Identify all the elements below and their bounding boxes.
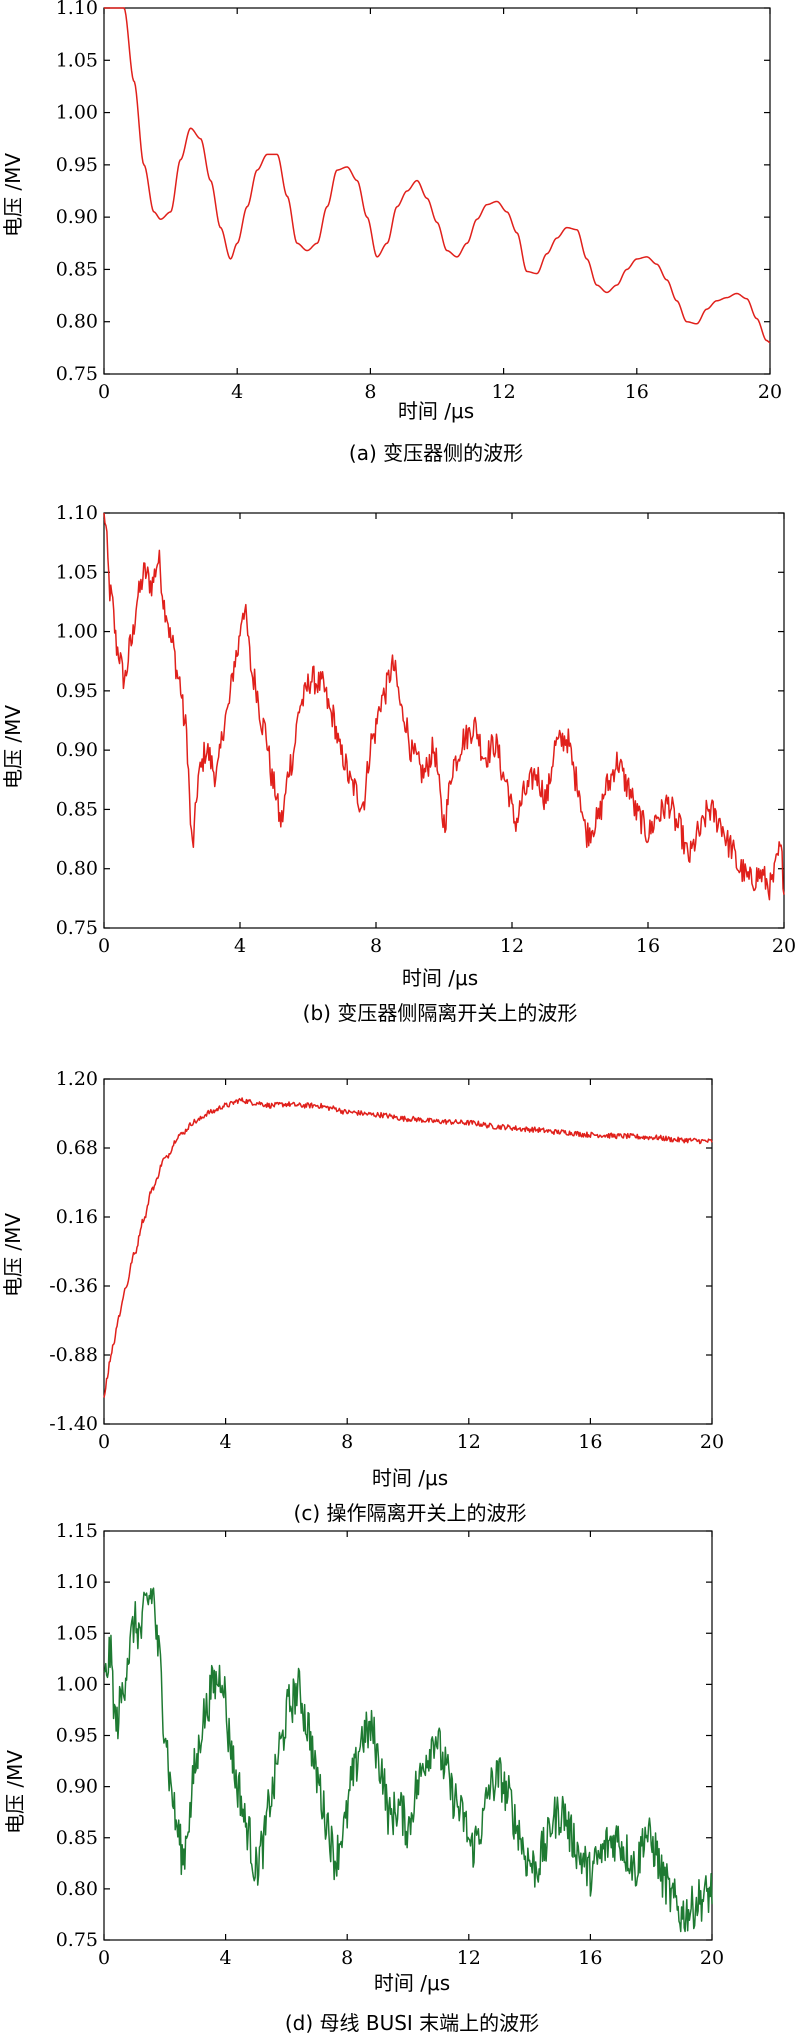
x-tick-label: 0: [98, 381, 110, 403]
x-tick-label: 16: [636, 935, 660, 957]
y-tick-label: 0.90: [56, 206, 98, 228]
y-tick-label: -1.40: [49, 1413, 98, 1435]
x-tick-label: 8: [341, 1431, 353, 1453]
x-tick-label: 20: [700, 1431, 724, 1453]
x-tick-label: 8: [370, 935, 382, 957]
ylabel-a: 电压 /MV: [1, 153, 25, 237]
series-line-c: [103, 1097, 713, 1398]
plot-b: 0 4 8 12 16 20 0.75 0.80 0.85 0.90 0.95 1.00 1.05 1.1…: [56, 502, 796, 957]
y-tick-label: 1.20: [56, 1068, 98, 1090]
plot-frame-a: [103, 7, 771, 375]
y-tick-label: 1.05: [56, 561, 98, 583]
y-tick-label: 0.90: [56, 1776, 98, 1798]
x-tick-label: 4: [220, 1947, 232, 1969]
y-tick-label: 0.75: [56, 1929, 98, 1951]
y-tick-label: 1.05: [56, 1622, 98, 1644]
ylabel-d: 电压 /MV: [3, 1750, 27, 1834]
y-tick-label: 1.00: [56, 621, 98, 643]
plot-a: 0 4 8 12 16 20 0.75 0.80 0.85 0.90 0.95 1.00 1.05 1.1…: [56, 0, 782, 403]
y-tick-label: -0.36: [49, 1275, 98, 1297]
plot-c: 0 4 8 12 16 20 -1.40 -0.88 -0.36 0.16 0.68 1.20: [49, 1068, 724, 1453]
x-tick-label: 0: [98, 1431, 110, 1453]
y-tick-label: 0.68: [56, 1137, 98, 1159]
plot-d: 0 4 8 12 16 20 0.75 0.80 0.85 0.90 0.95 1.00 1.05 1.1…: [56, 1520, 724, 1969]
y-tick-label: 0.95: [56, 154, 98, 176]
x-tick-label: 0: [98, 1947, 110, 1969]
plot-frame-b: [103, 512, 785, 929]
panel-d: 电压 /MV 时间 /μs (d) 母线 BUSI 末端上的波形: [3, 1750, 539, 2035]
x-tick-label: 12: [492, 381, 516, 403]
y-tick-label: 0.85: [56, 1827, 98, 1849]
x-tick-label: 12: [457, 1947, 481, 1969]
x-tick-label: 12: [457, 1431, 481, 1453]
panel-c: 电压 /MV 时间 /μs (c) 操作隔离开关上的波形: [1, 1213, 526, 1525]
y-tick-label: 0.75: [56, 917, 98, 939]
y-tick-label: 0.85: [56, 258, 98, 280]
x-tick-label: 20: [700, 1947, 724, 1969]
y-tick-label: 1.10: [56, 0, 98, 19]
y-tick-label: 1.10: [56, 502, 98, 524]
panel-b: 电压 /MV 时间 /μs (b) 变压器侧隔离开关上的波形: [1, 705, 577, 1025]
xlabel-b: 时间 /μs: [402, 966, 478, 990]
caption-b: (b) 变压器侧隔离开关上的波形: [303, 1001, 578, 1025]
y-tick-label: 1.15: [56, 1520, 98, 1542]
panel-a: 电压 /MV 时间 /μs (a) 变压器侧的波形: [1, 153, 523, 465]
x-tick-label: 16: [578, 1947, 602, 1969]
x-tick-label: 16: [625, 381, 649, 403]
x-tick-label: 8: [341, 1947, 353, 1969]
y-tick-label: -0.88: [49, 1344, 98, 1366]
x-tick-label: 4: [220, 1431, 232, 1453]
x-tick-label: 4: [231, 381, 243, 403]
x-tick-label: 20: [758, 381, 782, 403]
plot-frame-c: [103, 1078, 713, 1425]
y-tick-label: 1.10: [56, 1571, 98, 1593]
series-line-d: [103, 1587, 713, 1933]
caption-a: (a) 变压器侧的波形: [349, 441, 523, 465]
y-tick-label: 0.80: [56, 858, 98, 880]
x-tick-label: 20: [772, 935, 796, 957]
y-tick-label: 1.05: [56, 49, 98, 71]
y-tick-label: 0.85: [56, 798, 98, 820]
y-tick-label: 0.75: [56, 363, 98, 385]
x-tick-label: 8: [364, 381, 376, 403]
y-tick-label: 0.16: [56, 1206, 98, 1228]
xlabel-c: 时间 /μs: [372, 1466, 448, 1490]
ylabel-b: 电压 /MV: [1, 705, 25, 789]
y-tick-label: 0.80: [56, 1878, 98, 1900]
y-tick-label: 0.80: [56, 311, 98, 333]
xlabel-a: 时间 /μs: [398, 399, 474, 423]
series-line-a: [104, 7, 771, 344]
xlabel-d: 时间 /μs: [374, 1971, 450, 1995]
x-tick-label: 12: [500, 935, 524, 957]
x-tick-label: 0: [98, 935, 110, 957]
plot-frame-d: [103, 1530, 713, 1941]
y-tick-label: 1.00: [56, 102, 98, 124]
series-line-b: [103, 512, 785, 901]
caption-d: (d) 母线 BUSI 末端上的波形: [285, 2011, 539, 2035]
y-tick-label: 0.95: [56, 1725, 98, 1747]
y-tick-label: 1.00: [56, 1673, 98, 1695]
caption-c: (c) 操作隔离开关上的波形: [294, 1501, 527, 1525]
x-tick-label: 16: [578, 1431, 602, 1453]
y-tick-label: 0.95: [56, 680, 98, 702]
ylabel-c: 电压 /MV: [1, 1213, 25, 1297]
y-tick-label: 0.90: [56, 739, 98, 761]
x-tick-label: 4: [234, 935, 246, 957]
